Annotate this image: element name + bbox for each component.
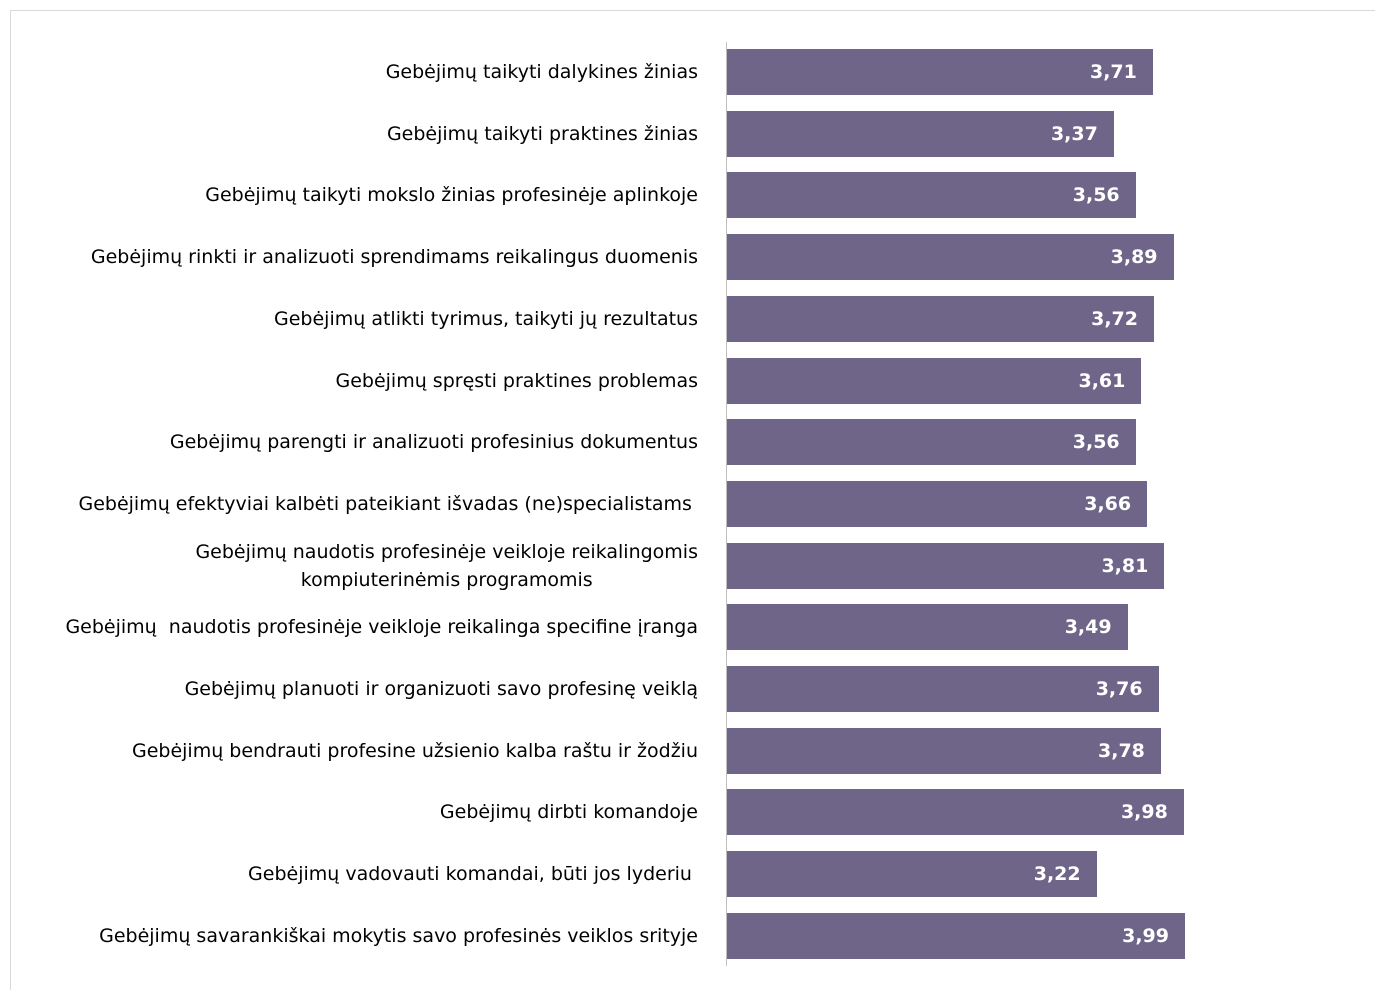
category-label: Gebėjimų naudotis profesinėje veikloje r… [65,616,698,639]
category-label: Gebėjimų parengti ir analizuoti profesin… [169,431,698,454]
value-label: 3,22 [1033,863,1081,886]
value-label: 3,71 [1089,61,1137,83]
bar: 3,56 [727,419,1136,466]
chart-frame [10,10,1375,990]
category-label: Gebėjimų planuoti ir organizuoti savo pr… [184,678,698,700]
category-label: Gebėjimų taikyti dalykines žinias [385,61,698,83]
value-label: 3,99 [1122,924,1169,947]
bar: 3,49 [727,604,1128,651]
bar: 3,98 [727,789,1184,836]
category-label: Gebėjimų vadovauti komandai, būti jos ly… [248,863,698,886]
category-label: Gebėjimų bendrauti profesine užsienio ka… [131,739,698,762]
value-label: 3,49 [1064,616,1112,639]
value-label: 3,37 [1050,122,1098,145]
category-label: Gebėjimų taikyti mokslo žinias profesinė… [205,184,698,207]
bar: 3,22 [727,851,1097,898]
bar: 3,37 [727,110,1114,157]
value-label: 3,78 [1098,739,1145,762]
value-label: 3,72 [1091,307,1138,330]
value-label: 3,98 [1120,801,1168,824]
bar: 3,61 [727,357,1142,404]
category-label: Gebėjimų naudotis profesinėje veikloje r… [195,540,698,591]
bar: 3,72 [727,295,1154,342]
value-label: 3,61 [1078,369,1126,392]
category-label: Gebėjimų taikyti praktines žinias [386,122,698,145]
bar: 3,99 [727,912,1185,959]
axis-line [726,42,727,966]
value-label: 3,89 [1110,246,1158,269]
value-label: 3,76 [1095,678,1143,700]
value-label: 3,81 [1101,554,1149,577]
category-label: Gebėjimų savarankiškai mokytis savo prof… [99,924,698,947]
bar: 3,66 [727,480,1148,527]
bar: 3,81 [727,542,1165,589]
bar: 3,78 [727,727,1161,774]
category-label: Gebėjimų atlikti tyrimus, taikyti jų rez… [274,307,698,330]
bar: 3,76 [727,666,1159,712]
category-label: Gebėjimų dirbti komandoje [439,801,698,824]
value-label: 3,56 [1072,431,1120,454]
bar: 3,89 [727,234,1174,281]
bar: 3,56 [727,172,1136,219]
category-label: Gebėjimų rinkti ir analizuoti sprendimam… [90,246,698,269]
bar: 3,71 [727,49,1153,95]
value-label: 3,56 [1072,184,1120,207]
category-label: Gebėjimų efektyviai kalbėti pateikiant i… [78,492,698,515]
category-label: Gebėjimų spręsti praktines problemas [335,369,698,392]
value-label: 3,66 [1084,492,1132,515]
